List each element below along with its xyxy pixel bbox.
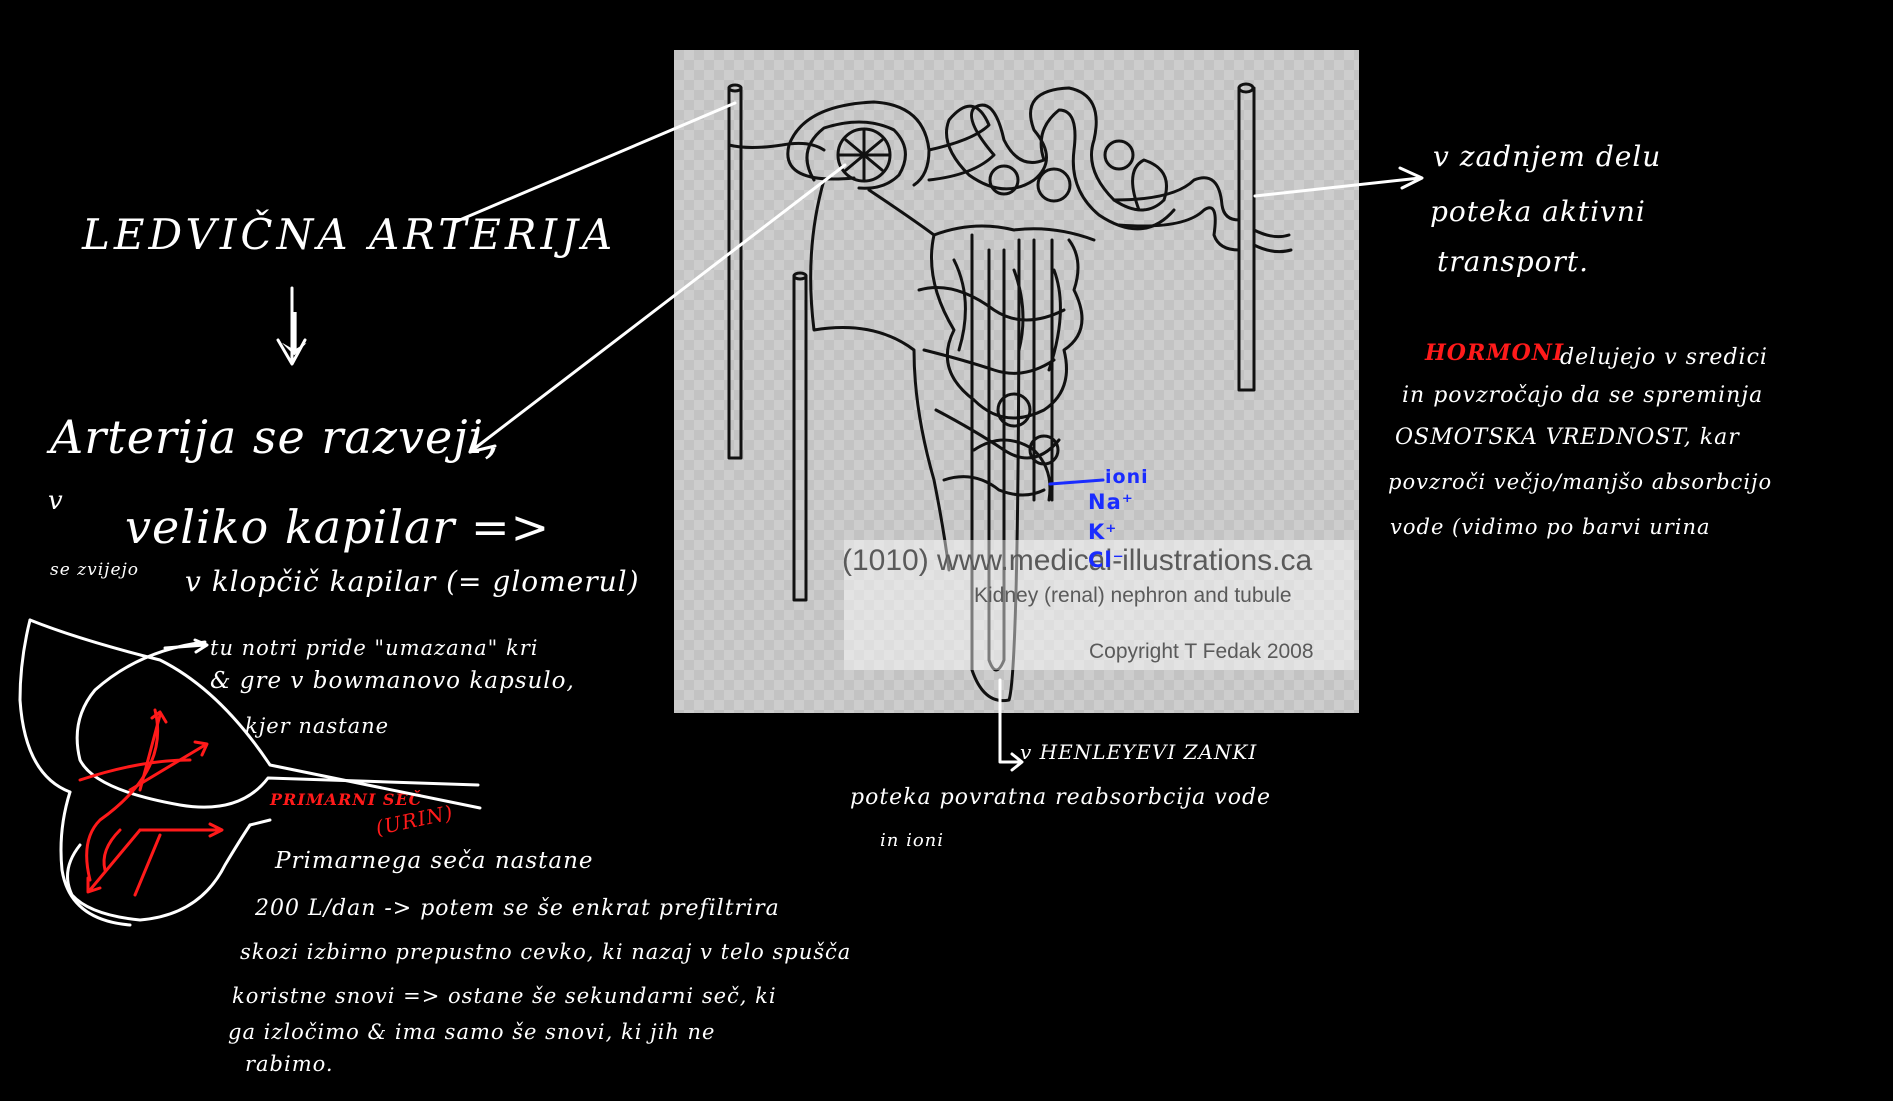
note-tangle-prefix: se zvijejo <box>50 560 140 580</box>
ion-cl: Cl⁻ <box>1088 548 1125 572</box>
note-hormones-2: in povzročajo da se spreminja <box>1402 383 1764 408</box>
note-henle-3: in ioni <box>880 830 945 851</box>
arrow-down <box>276 286 307 366</box>
note-hormones-1: delujejo v sredici <box>1560 345 1768 370</box>
red-flow-arrows <box>78 708 224 897</box>
note-hormones-4: povzroči večjo/manjšo absorbcijo <box>1388 470 1773 494</box>
note-primary-5: ga izločimo & ima samo še snovi, ki jih … <box>228 1020 716 1044</box>
note-henle-1: v HENLEYEVI ZANKI <box>1020 740 1258 764</box>
note-distal-2: poteka aktivni <box>1430 195 1646 228</box>
note-primary-urine: PRIMARNI SEČ <box>270 790 423 809</box>
note-dirty-blood-1: tu notri pride "umazana" kri <box>210 636 539 660</box>
watermark-copyright: Copyright T Fedak 2008 <box>1089 640 1314 663</box>
note-dirty-blood-3: kjer nastane <box>245 714 390 738</box>
note-hormones-word: HORMONI <box>1425 340 1565 366</box>
note-distal-1: v zadnjem delu <box>1433 140 1662 173</box>
note-henle-2: poteka povratna reabsorbcija vode <box>850 785 1272 810</box>
watermark-url: (1010) www.medical-illustrations.ca <box>842 544 1313 577</box>
note-into-capillaries: veliko kapilar => <box>125 500 551 554</box>
arrow-to-ions <box>1048 478 1105 486</box>
note-primary-6: rabimo. <box>245 1052 334 1076</box>
note-artery-splits: Arterija se razveji, <box>50 410 500 464</box>
note-hormones-5: vode (vidimo po barvi urina <box>1390 515 1711 539</box>
note-distal-3: transport. <box>1437 245 1590 278</box>
nephron-illustration: (1010) www.medical-illustrations.ca Kidn… <box>674 50 1359 713</box>
ion-na: Na⁺ <box>1088 490 1134 514</box>
watermark-subtitle: Kidney (renal) nephron and tubule <box>974 584 1292 607</box>
sketch-capsule-outer <box>18 618 72 794</box>
note-primary-2: 200 L/dan -> potem se še enkrat prefiltr… <box>255 896 780 921</box>
note-primary-1: Primarnega seča nastane <box>275 848 594 874</box>
arrow-to-henle-note <box>998 678 1024 772</box>
note-renal-artery: LEDVIČNA ARTERIJA <box>82 210 617 259</box>
note-dirty-blood-2: & gre v bowmanovo kapsulo, <box>210 668 575 694</box>
note-primary-3: skozi izbirno prepustno cevko, ki nazaj … <box>240 940 852 964</box>
arrow-to-distal-note <box>1253 166 1424 198</box>
ions-label: ioni <box>1105 466 1149 488</box>
nephron-drawing <box>674 50 1359 713</box>
ion-k: K⁺ <box>1088 520 1118 544</box>
note-into-prefix: v <box>48 486 64 516</box>
note-tangle: v klopčič kapilar (= glomerul) <box>185 565 640 598</box>
watermark-box <box>844 540 1354 670</box>
note-hormones-3: OSMOTSKA VREDNOST, kar <box>1395 425 1740 450</box>
arrow-to-capillaries <box>468 163 847 454</box>
note-primary-4: koristne snovi => ostane še sekundarni s… <box>232 984 777 1008</box>
arrow-to-artery <box>453 101 737 224</box>
